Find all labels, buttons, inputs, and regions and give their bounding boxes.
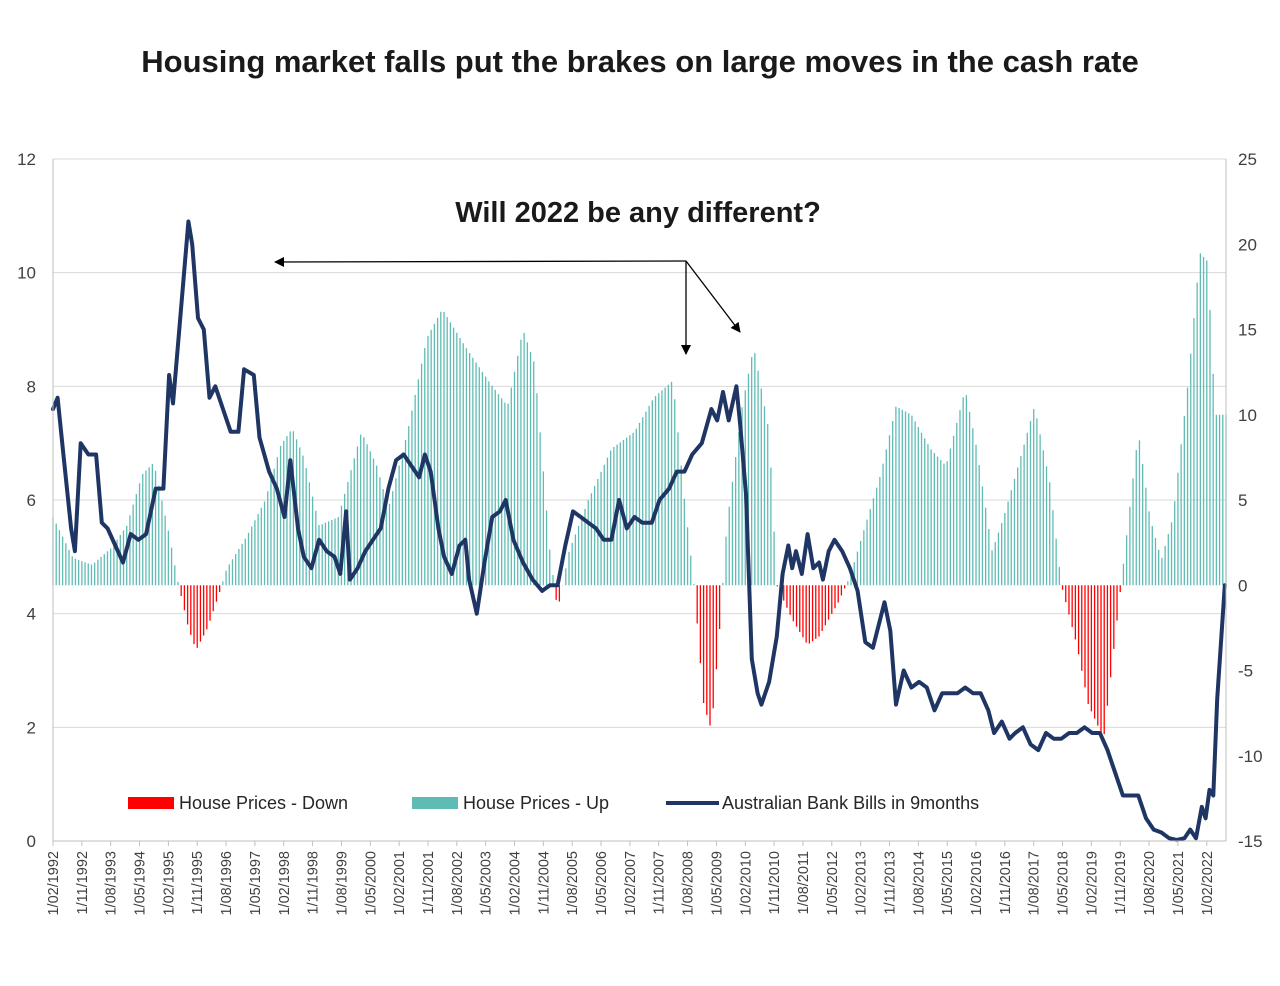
right-axis-tick-label: 5 [1238,491,1247,510]
annotation-layer: Will 2022 be any different? [274,197,821,355]
x-axis-tick-label: 1/05/1997 [248,851,264,916]
annotation-text: Will 2022 be any different? [455,197,821,229]
x-axis-tick-label: 1/11/2007 [652,851,668,914]
x-axis-tick-label: 1/05/2012 [825,851,841,916]
right-axis-tick-label: 25 [1238,150,1257,169]
legend-up-swatch [412,797,458,809]
x-axis-tick-label: 1/08/2020 [1142,851,1158,916]
x-axis-tick-label: 1/05/2003 [479,851,495,916]
left-axis-tick-label: 6 [27,491,36,510]
x-axis-tick-label: 1/08/1993 [104,851,120,916]
right-axis-tick-label: 20 [1238,235,1257,254]
x-axis-tick-label: 1/05/2006 [594,851,610,916]
x-axis-tick-label: 1/02/2010 [738,851,754,916]
x-axis-tick-label: 1/02/1992 [46,851,62,916]
x-axis-tick-label: 1/05/2000 [363,851,379,916]
x-axis-tick-label: 1/02/2004 [508,851,524,916]
x-axis-tick-label: 1/02/2016 [969,851,985,916]
x-axis-tick-label: 1/02/2022 [1200,851,1216,916]
legend-bank-bills-label: Australian Bank Bills in 9months [722,793,979,813]
x-axis-tick-label: 1/08/2002 [450,851,466,916]
x-axis-tick-label: 1/02/2019 [1084,851,1100,916]
x-axis-tick-label: 1/02/1998 [277,851,293,916]
arrow-to-2010 [685,260,741,333]
arrow-to-1995 [274,256,687,267]
x-axis-tick-label: 1/05/1994 [133,851,149,916]
x-axis-tick-label: 1/11/2013 [882,851,898,914]
x-axis-tick-label: 1/08/1999 [334,851,350,916]
legend-down-label: House Prices - Down [179,793,348,813]
x-axis-tick-label: 1/08/2008 [681,851,697,916]
right-axis-tick-label: 15 [1238,321,1257,340]
legend: House Prices - Down House Prices - Up Aust… [128,793,979,813]
legend-up-label: House Prices - Up [463,793,609,813]
house-price-bars [52,253,1227,735]
x-axis-tick-label: 1/11/2001 [421,851,437,914]
x-axis-tick-label: 1/02/2013 [854,851,870,916]
left-axis-tick-label: 0 [27,832,36,851]
right-axis-tick-label: -5 [1238,662,1253,681]
x-axis-tick-label: 1/11/2004 [536,851,552,914]
x-axis-tick-label: 1/11/2010 [767,851,783,914]
chart-title: Housing market falls put the brakes on l… [141,44,1138,79]
right-axis-tick-label: 0 [1238,576,1247,595]
x-axis-tick-label: 1/08/2017 [1027,851,1043,916]
x-axis-tick-label: 1/11/1992 [75,851,91,914]
x-axis-tick-label: 1/05/2015 [940,851,956,916]
bank-bills-line [51,219,1227,842]
right-axis-tick-label: -10 [1238,747,1263,766]
x-axis-tick-label: 1/11/2016 [998,851,1014,914]
x-axis-tick-label: 1/02/2007 [623,851,639,916]
x-axis-tick-label: 1/05/2021 [1171,851,1187,916]
left-axis-tick-label: 12 [17,150,36,169]
x-axis-tick-label: 1/08/2011 [796,851,812,914]
x-axis-tick-label: 1/11/1995 [190,851,206,914]
legend-down-swatch [128,797,174,809]
right-axis-tick-label: -15 [1238,832,1263,851]
x-axis-tick-label: 1/08/2014 [911,851,927,916]
x-axis-tick-label: 1/08/1996 [219,851,235,916]
left-axis-tick-label: 2 [27,718,36,737]
left-axis-tick-label: 10 [17,264,36,283]
axes: 0 2 4 6 8 10 12 -15 -10 -5 0 5 10 15 20 25 1/02/1992 1/11… [17,150,1263,916]
right-axis-tick-label: 10 [1238,406,1257,425]
left-axis-tick-label: 4 [27,605,36,624]
x-axis-tick-label: 1/11/1998 [306,851,322,914]
x-axis-tick-label: 1/05/2009 [709,851,725,916]
x-axis-tick-label: 1/02/2001 [392,851,408,916]
bank-bills-line-layer [51,219,1227,842]
x-axis-tick-label: 1/05/2018 [1056,851,1072,916]
x-axis-tick-label: 1/11/2019 [1113,851,1129,914]
left-axis-tick-label: 8 [27,377,36,396]
x-axis-tick-label: 1/08/2005 [565,851,581,916]
x-axis-tick-label: 1/02/1995 [161,851,177,916]
